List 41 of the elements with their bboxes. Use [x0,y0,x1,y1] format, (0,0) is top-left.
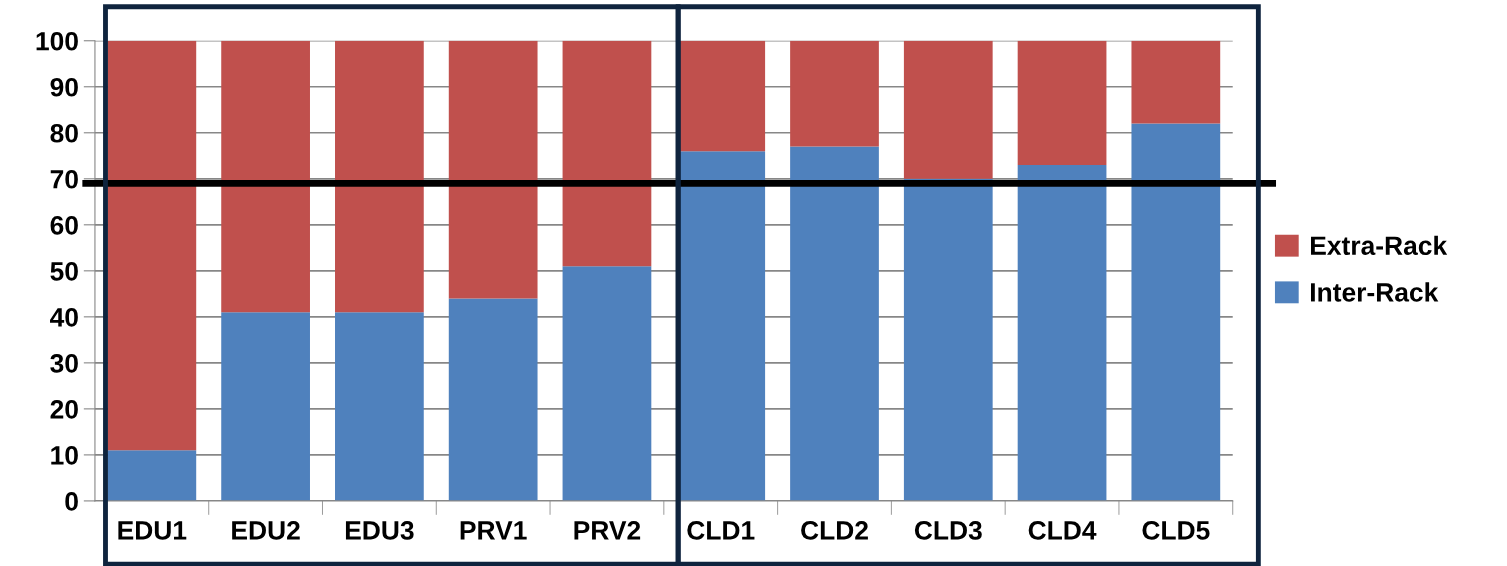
y-tick-label: 90 [50,77,78,97]
y-tick-label: 30 [50,354,78,373]
x-tick-label: PRV2 [574,521,641,540]
y-tick-label: 0 [65,492,78,511]
bar [448,298,538,501]
y-tick-label: 10 [51,446,78,465]
y-tick-label: 20 [50,400,78,419]
x-tick-label: PRV1 [460,521,527,540]
x-tick-label: EDU2 [232,521,300,540]
bar [1017,40,1107,165]
x-tick-label: CLD5 [1142,521,1210,540]
bar [790,146,879,501]
y-tick-label: 50 [50,261,78,281]
y-tick-label: 40 [50,307,78,327]
x-tick-label: CLD2 [801,521,868,540]
y-tick-label: 100 [36,31,78,51]
bar [1017,164,1107,501]
bar [1131,40,1221,124]
bar [335,312,424,501]
x-tick-label: CLD4 [1028,521,1097,540]
y-tick-label: 70 [50,169,78,189]
x-tick-label: CLD3 [914,521,982,540]
y-tick-label: 60 [50,215,78,235]
bar [903,178,993,501]
bar [790,40,879,147]
bar [221,40,310,313]
bar [335,40,424,313]
bar [221,312,310,501]
bar [448,40,538,299]
legend-label: Extra-Rack [1311,235,1448,256]
bar [562,40,652,267]
bar [903,40,993,179]
x-tick-label: CLD1 [687,521,755,540]
y-tick-label: 80 [50,123,78,143]
legend-label: Inter-Rack [1311,282,1439,302]
bar [562,266,652,501]
x-tick-label: EDU1 [118,521,187,540]
bar [107,40,197,451]
x-tick-label: EDU3 [345,521,414,540]
bar [107,450,197,501]
bar [1131,123,1221,501]
